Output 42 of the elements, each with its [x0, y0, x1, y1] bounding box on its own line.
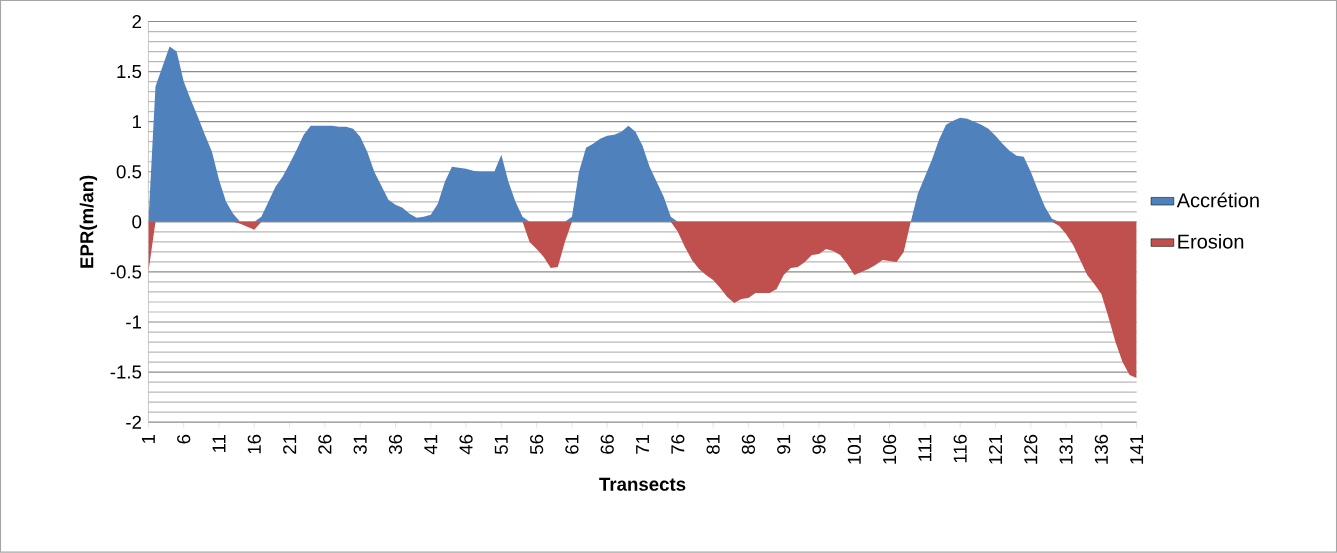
x-tick-label: 11 — [212, 435, 226, 453]
x-tick-label: 66 — [600, 435, 614, 454]
x-tick-label: 121 — [988, 435, 1002, 464]
x-tick-label: 141 — [1130, 435, 1144, 464]
x-tick-label: 16 — [247, 435, 261, 454]
x-tick-label: 101 — [847, 435, 861, 464]
x-tick-label: 126 — [1024, 435, 1038, 464]
x-tick-label: 86 — [741, 435, 756, 455]
x-tick-label: 41 — [424, 435, 438, 455]
y-tick-label: -1.5 — [110, 365, 142, 379]
x-tick-label: 26 — [318, 435, 332, 454]
x-tick-label: 76 — [671, 435, 685, 454]
x-tick-label: 81 — [706, 435, 720, 455]
x-tick-label: 1 — [142, 435, 155, 444]
x-axis-title: Transects — [599, 478, 686, 492]
x-tick-label: 136 — [1094, 435, 1108, 464]
x-tick-label: 61 — [565, 435, 579, 454]
y-tick-label: 1 — [132, 115, 142, 129]
legend-label: Accrétion — [1176, 192, 1259, 208]
x-tick-label: 31 — [353, 435, 367, 455]
x-tick-label: 56 — [530, 435, 544, 455]
legend-label: Erosion — [1178, 234, 1244, 249]
y-tick-label: 0 — [132, 215, 142, 229]
x-tick-label: 116 — [953, 435, 967, 463]
x-tick-label: 46 — [459, 435, 473, 455]
y-tick-label: 0.5 — [116, 165, 142, 179]
y-tick-label: -2 — [126, 415, 142, 429]
x-tick-label: 111 — [918, 435, 932, 462]
x-tick-label: 21 — [283, 435, 297, 454]
x-tick-label: 51 — [494, 435, 508, 455]
x-tick-label: 106 — [882, 435, 897, 464]
x-tick-label: 91 — [777, 435, 791, 455]
x-tick-label: 131 — [1059, 435, 1073, 464]
x-tick-label: 36 — [388, 435, 403, 455]
x-tick-label: 96 — [812, 435, 826, 455]
y-tick-label: 1.5 — [117, 65, 142, 79]
y-axis-title: EPR(m/an) — [79, 175, 98, 268]
x-tick-label: 6 — [177, 435, 191, 444]
y-tick-label: -0.5 — [110, 265, 142, 279]
y-tick-label: 2 — [132, 15, 142, 29]
y-tick-label: -1 — [126, 315, 142, 329]
x-tick-label: 71 — [636, 435, 649, 454]
